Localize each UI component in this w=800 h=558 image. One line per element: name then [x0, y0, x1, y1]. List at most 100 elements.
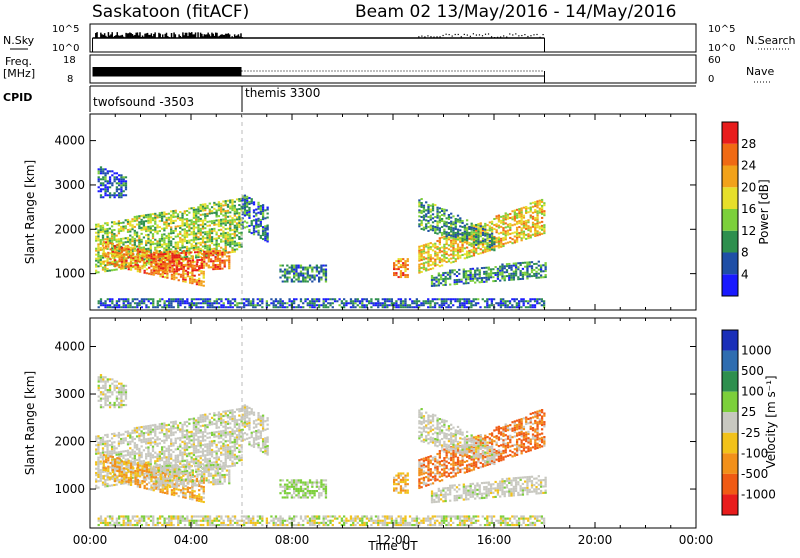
power-cell	[162, 261, 164, 263]
power-cell	[502, 239, 504, 241]
power-cell	[491, 231, 493, 233]
power-cell	[111, 298, 113, 300]
power-cell	[118, 224, 120, 226]
power-cell	[234, 300, 236, 302]
power-cell	[262, 212, 264, 214]
power-cell	[181, 241, 183, 243]
power-cell	[434, 302, 436, 304]
velocity-cell	[97, 467, 99, 469]
velocity-cell	[184, 443, 186, 445]
power-cell	[302, 273, 304, 275]
power-cell	[434, 220, 436, 222]
power-cell	[206, 221, 208, 223]
power-cell	[438, 306, 440, 308]
power-cell	[491, 229, 493, 231]
power-cell	[429, 300, 431, 302]
power-cell	[227, 244, 229, 246]
velocity-cell	[204, 444, 206, 446]
power-cell	[477, 231, 479, 233]
power-cell	[220, 306, 222, 308]
power-cell	[218, 245, 220, 247]
power-cell	[382, 302, 384, 304]
power-cell	[191, 278, 193, 280]
power-cell	[513, 298, 515, 300]
power-cell	[491, 223, 493, 225]
power-cell	[195, 217, 197, 219]
power-cell	[97, 243, 99, 245]
power-cell	[238, 306, 240, 308]
power-cell	[243, 298, 245, 300]
power-cell	[262, 230, 264, 232]
power-cell	[200, 244, 202, 246]
power-cell	[111, 306, 113, 308]
power-cell	[295, 267, 297, 269]
power-cell	[206, 225, 208, 227]
nsearch-sample	[533, 34, 534, 35]
velocity-cell	[154, 460, 156, 462]
velocity-cell	[116, 434, 118, 436]
power-cell	[543, 224, 545, 226]
power-cell	[134, 258, 136, 260]
power-cell	[111, 233, 113, 235]
power-cell	[209, 248, 211, 250]
power-cell	[531, 269, 533, 271]
power-cell	[536, 302, 538, 304]
power-cell	[291, 265, 293, 267]
power-cell	[118, 180, 120, 182]
power-cell	[480, 233, 482, 235]
power-cell	[413, 306, 415, 308]
power-cell	[455, 238, 457, 240]
power-cell	[111, 235, 113, 237]
power-cell	[431, 285, 433, 287]
power-cell	[209, 302, 211, 304]
power-cell	[497, 268, 499, 270]
power-cell	[467, 278, 469, 280]
power-cell	[144, 250, 146, 252]
power-cell	[489, 225, 491, 227]
velocity-cell	[184, 434, 186, 436]
power-cell	[543, 202, 545, 204]
power-cell	[204, 209, 206, 211]
power-cell	[257, 206, 259, 208]
power-cell	[106, 230, 108, 232]
power-cell	[200, 248, 202, 250]
power-cell	[466, 298, 468, 300]
power-cell	[363, 298, 365, 300]
power-cell	[165, 247, 167, 249]
power-cell	[366, 300, 368, 302]
velocity-cell	[200, 429, 202, 431]
power-cell	[313, 277, 315, 279]
power-cell	[438, 274, 440, 276]
velocity-cell	[102, 437, 104, 439]
power-cell	[539, 202, 541, 204]
velocity-cell	[172, 434, 174, 436]
nsearch-sample	[467, 34, 468, 35]
power-cell	[169, 271, 171, 273]
power-colorbar-tick: 20	[741, 180, 756, 194]
velocity-cell	[111, 484, 113, 486]
power-cell	[234, 243, 236, 245]
velocity-cell	[147, 427, 149, 429]
power-cell	[293, 273, 295, 275]
power-cell	[502, 300, 504, 302]
power-cell	[432, 257, 434, 259]
power-cell	[438, 280, 440, 282]
power-cell	[120, 228, 122, 230]
power-cell	[434, 306, 436, 308]
power-cell	[100, 241, 102, 243]
velocity-cell	[104, 451, 106, 453]
power-cell	[475, 252, 477, 254]
power-cell	[195, 249, 197, 251]
power-cell	[463, 276, 465, 278]
velocity-cell	[161, 423, 163, 425]
power-cell	[220, 298, 222, 300]
power-cell	[430, 219, 432, 221]
power-cell	[181, 247, 183, 249]
power-cell	[184, 246, 186, 248]
power-cell	[441, 226, 443, 228]
power-cell	[359, 302, 361, 304]
power-cell	[137, 264, 139, 266]
velocity-cell	[168, 449, 170, 451]
power-cell	[488, 279, 490, 281]
power-cell	[107, 172, 109, 174]
